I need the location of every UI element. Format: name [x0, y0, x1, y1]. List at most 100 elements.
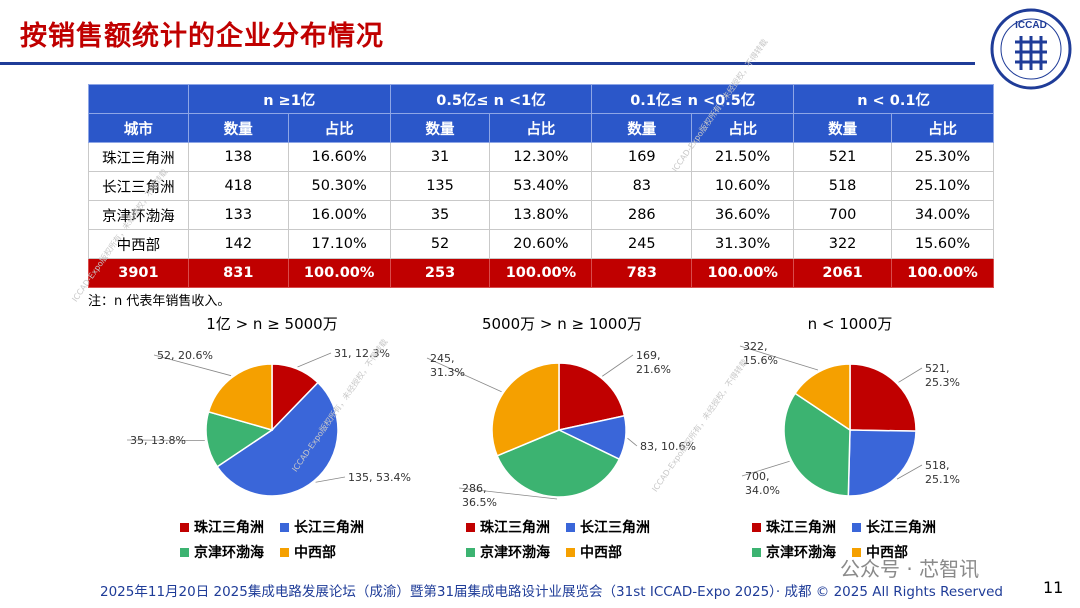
table-cell: 13.80% [489, 200, 593, 230]
legend-swatch [852, 523, 861, 532]
table-cell: 长江三角洲 [88, 171, 189, 201]
table-cell: 34.00% [891, 200, 994, 230]
data-label: 700, 34.0% [745, 470, 780, 497]
legend-label: 中西部 [294, 544, 336, 561]
legend-swatch [752, 548, 761, 557]
table-cell: 418 [187, 171, 289, 201]
leader-line [126, 439, 205, 441]
total-cell: 100.00% [691, 258, 795, 288]
legend-label: 长江三角洲 [866, 519, 936, 536]
data-label: 31, 12.3% [334, 347, 390, 360]
header-cell: 数量 [389, 113, 491, 143]
total-cell: 831 [187, 258, 289, 288]
leader-line [458, 487, 558, 500]
table-cell: 133 [187, 200, 289, 230]
table-cell: 珠江三角洲 [88, 142, 189, 172]
total-cell: 3901 [88, 258, 189, 288]
table-cell: 31.30% [691, 229, 795, 259]
table-row: 京津环渤海 133 16.00% 35 13.80% 286 36.60% 70… [88, 200, 994, 230]
table-row: 珠江三角洲 138 16.60% 31 12.30% 169 21.50% 52… [88, 142, 994, 172]
table-cell: 700 [793, 200, 893, 230]
legend-label: 珠江三角洲 [194, 519, 264, 536]
table-cell: 25.10% [891, 171, 994, 201]
table-cell: 322 [793, 229, 893, 259]
table-cell: 138 [187, 142, 289, 172]
total-row: 3901 831 100.00% 253 100.00% 783 100.00%… [88, 258, 994, 288]
header-cell: 占比 [891, 113, 994, 143]
table-cell: 16.00% [287, 200, 391, 230]
table-cell: 142 [187, 229, 289, 259]
pie-title: n < 1000万 [808, 315, 893, 333]
wechat-source: 公众号 · 芯智讯 [840, 557, 980, 581]
legend-label: 中西部 [580, 544, 622, 561]
legend-label: 珠江三角洲 [480, 519, 550, 536]
legend-label: 长江三角洲 [294, 519, 364, 536]
pie-slice [496, 429, 621, 498]
total-cell: 253 [389, 258, 491, 288]
header-cell: 数量 [793, 113, 893, 143]
total-cell: 100.00% [287, 258, 391, 288]
page-title: 按销售额统计的企业分布情况 [20, 21, 384, 52]
pie-slice [849, 363, 917, 432]
table-cell: 25.30% [891, 142, 994, 172]
header-cell: 数量 [187, 113, 289, 143]
total-cell: 783 [591, 258, 693, 288]
pie-slice [207, 363, 273, 431]
table-cell: 12.30% [489, 142, 593, 172]
data-label: 83, 10.6% [640, 440, 696, 453]
pie-slice [794, 363, 851, 432]
data-label: 52, 20.6% [157, 349, 213, 362]
leader-line [153, 354, 232, 377]
data-label: 322, 15.6% [743, 340, 778, 367]
header-corner [88, 84, 189, 114]
header-cell: 占比 [489, 113, 593, 143]
header-group: 0.5亿≤ n <1亿 [389, 84, 593, 114]
table-cell: 521 [793, 142, 893, 172]
table-cell: 20.60% [489, 229, 593, 259]
data-label: 518, 25.1% [925, 459, 960, 486]
legend-swatch [852, 548, 861, 557]
table-cell: 京津环渤海 [88, 200, 189, 230]
legend-swatch [280, 548, 289, 557]
leader-line [602, 354, 634, 377]
table-cell: 16.60% [287, 142, 391, 172]
table-cell: 50.30% [287, 171, 391, 201]
legend-label: 京津环渤海 [194, 544, 264, 561]
leader-line [627, 437, 638, 447]
table-cell: 286 [591, 200, 693, 230]
total-cell: 100.00% [891, 258, 994, 288]
legend-label: 中西部 [866, 544, 908, 561]
legend-swatch [566, 548, 575, 557]
leader-line [315, 476, 346, 483]
legend-swatch [752, 523, 761, 532]
footer-text: 2025年11月20日 2025集成电路发展论坛（成渝）暨第31届集成电路设计业… [100, 584, 1003, 600]
iccad-logo: ICCAD [990, 8, 1072, 90]
table-cell: 35 [389, 200, 491, 230]
legend-swatch [180, 523, 189, 532]
logo-text: ICCAD [1015, 20, 1047, 31]
data-label: 169, 21.6% [636, 349, 671, 376]
legend-label: 长江三角洲 [580, 519, 650, 536]
leader-line [896, 464, 923, 480]
table-cell: 15.60% [891, 229, 994, 259]
legend-label: 京津环渤海 [766, 544, 836, 561]
header-cell: 占比 [691, 113, 795, 143]
legend-swatch [466, 523, 475, 532]
table-cell: 21.50% [691, 142, 795, 172]
table-note: 注：n 代表年销售收入。 [88, 294, 231, 309]
pie-title: 5000万 > n ≥ 1000万 [482, 315, 642, 333]
data-label: 135, 53.4% [348, 471, 411, 484]
data-label: 286, 36.5% [462, 482, 497, 509]
pie-slice [491, 362, 560, 457]
legend-swatch [566, 523, 575, 532]
legend-label: 京津环渤海 [480, 544, 550, 561]
leader-line [426, 357, 502, 393]
table-cell: 135 [389, 171, 491, 201]
header-cell: 城市 [88, 113, 189, 143]
legend-swatch [180, 548, 189, 557]
leader-line [741, 460, 790, 477]
pie-slice [558, 362, 626, 431]
table-cell: 36.60% [691, 200, 795, 230]
table-row: 长江三角洲 418 50.30% 135 53.40% 83 10.60% 51… [88, 171, 994, 201]
